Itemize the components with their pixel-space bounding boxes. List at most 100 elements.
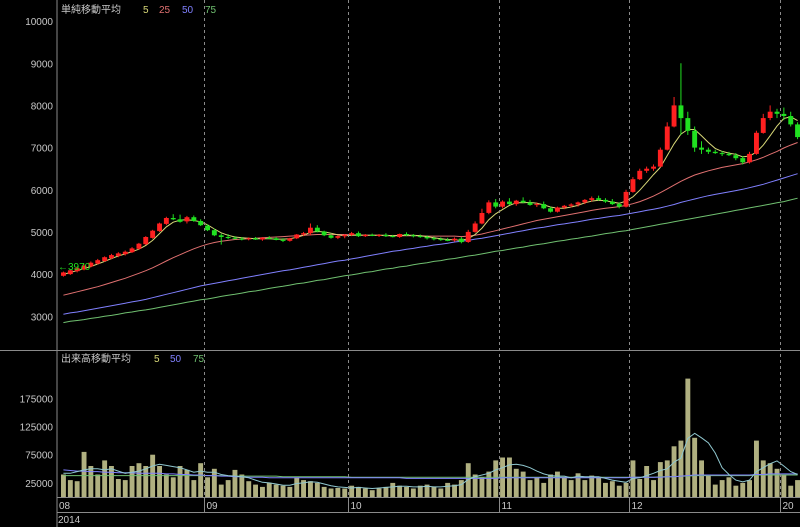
candle	[383, 233, 389, 237]
candle	[788, 111, 794, 127]
candle-body	[438, 239, 444, 241]
volume-bar	[308, 481, 313, 497]
candle	[205, 224, 210, 232]
volume-bar	[280, 485, 286, 497]
candle	[129, 247, 135, 254]
candle-body	[294, 234, 300, 239]
volume-bar	[795, 480, 800, 497]
candle	[115, 252, 121, 258]
volume-bar	[376, 488, 382, 497]
volume-bar	[356, 486, 361, 497]
candle-body	[760, 118, 766, 133]
candle	[479, 208, 485, 225]
candle	[561, 204, 567, 210]
candle-body	[555, 207, 560, 212]
candle	[74, 267, 80, 273]
candle-body	[232, 237, 238, 239]
volume-bar	[177, 466, 183, 497]
candle	[314, 225, 320, 233]
candle	[754, 130, 759, 155]
candle-body	[589, 198, 595, 200]
price-legend: 5 25 50 75	[143, 5, 217, 16]
candle	[747, 151, 752, 164]
candle-body	[177, 219, 183, 222]
volume-bar	[651, 480, 656, 497]
candle	[445, 237, 451, 242]
volume-bar	[767, 463, 773, 497]
candle-body	[95, 260, 101, 264]
candle-body	[479, 213, 485, 224]
volume-bar	[314, 482, 320, 497]
candle-body	[109, 255, 114, 259]
volume-tick-label: 125000	[20, 423, 54, 434]
candle-body	[225, 237, 231, 238]
volume-bar	[328, 488, 334, 497]
candle	[198, 219, 204, 227]
volume-bar	[589, 475, 595, 497]
price-tick-label: 4000	[31, 270, 54, 281]
last-price-annotation: ←3970	[58, 262, 91, 273]
candle	[774, 108, 780, 119]
volume-bar	[383, 486, 389, 497]
volume-bar	[417, 485, 423, 497]
candle	[692, 126, 698, 152]
candle-body	[664, 126, 670, 150]
vol-ma50-line	[63, 469, 798, 479]
candle	[781, 107, 787, 121]
candle	[109, 253, 114, 260]
candle-body	[616, 204, 622, 207]
volume-tick-label: 25000	[25, 479, 53, 490]
candle	[362, 234, 368, 237]
volume-bar	[458, 480, 464, 497]
candle-body	[362, 234, 368, 237]
candle-body	[582, 199, 588, 203]
candle-body	[102, 257, 108, 261]
candle-body	[774, 111, 780, 114]
candle	[88, 261, 94, 268]
candle	[404, 232, 409, 237]
volume-tick-label: 75000	[25, 451, 53, 462]
candle-body	[143, 237, 149, 245]
candle	[678, 63, 684, 135]
candle	[500, 200, 505, 209]
candle	[61, 271, 66, 277]
volume-bar	[747, 480, 752, 497]
candle	[458, 236, 464, 244]
volume-bar	[445, 482, 451, 497]
volume-bar	[157, 466, 162, 497]
candle-body	[719, 153, 725, 155]
volume-bar	[287, 486, 293, 497]
candle-body	[795, 124, 800, 138]
candle	[589, 196, 595, 202]
candle	[95, 258, 101, 265]
volume-bar	[273, 484, 279, 497]
candle-body	[452, 238, 457, 241]
volume-bar	[657, 462, 663, 497]
candle	[740, 156, 746, 165]
candle-body	[266, 237, 272, 239]
candle-body	[486, 202, 492, 213]
candle-body	[424, 237, 430, 239]
volume-bar	[637, 479, 643, 497]
volume-bar	[198, 463, 204, 497]
candle-body	[61, 272, 66, 276]
volume-bar	[788, 485, 794, 497]
candle	[170, 214, 176, 221]
volume-bar	[438, 488, 444, 497]
candle-body	[218, 235, 224, 237]
ma50-line	[63, 173, 798, 315]
candle	[308, 223, 313, 236]
candle-body	[211, 230, 217, 236]
volume-bar	[122, 480, 128, 497]
candle	[239, 236, 245, 241]
volume-tick-label: 175000	[20, 394, 54, 405]
candle-body	[150, 230, 156, 238]
candle-body	[541, 204, 547, 209]
candle	[644, 166, 650, 173]
volume-bar	[596, 477, 602, 497]
candle	[287, 237, 293, 242]
candle-body	[308, 227, 313, 234]
candle	[568, 203, 574, 208]
volume-bar	[671, 446, 677, 497]
volume-bar	[410, 488, 416, 497]
